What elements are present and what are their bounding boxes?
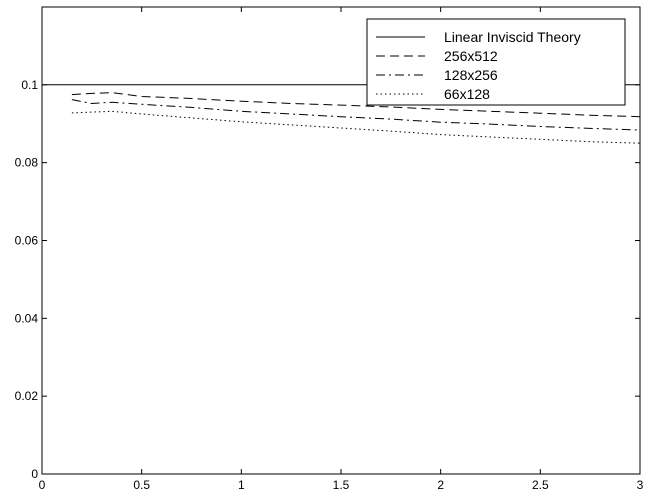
y-tick-label: 0.04 xyxy=(15,311,39,325)
y-tick-label: 0.1 xyxy=(21,78,38,92)
legend-label: Linear Inviscid Theory xyxy=(444,29,581,45)
y-tick-label: 0 xyxy=(31,467,38,481)
x-axis: 0 0.5 1 1.5 2 2.5 3 xyxy=(39,7,644,492)
y-tick-label: 0.08 xyxy=(15,156,39,170)
legend: Linear Inviscid Theory 256x512 128x256 66x1… xyxy=(366,18,626,106)
x-tick-label: 2 xyxy=(437,478,444,492)
legend-label: 128x256 xyxy=(444,67,498,83)
series-line-dashdot xyxy=(71,99,641,131)
x-tick-label: 1.5 xyxy=(333,478,350,492)
x-tick-label: 3 xyxy=(637,478,644,492)
y-tick-label: 0.06 xyxy=(15,234,39,248)
legend-label: 256x512 xyxy=(444,48,498,64)
series-line-dashed xyxy=(71,92,641,118)
x-tick-label: 0.5 xyxy=(133,478,150,492)
series-line-dotted xyxy=(71,110,641,144)
y-tick-label: 0.02 xyxy=(15,389,39,403)
legend-box xyxy=(366,18,626,106)
y-axis: 0 0.02 0.04 0.06 0.08 0.1 xyxy=(15,78,640,481)
x-tick-label: 1 xyxy=(238,478,245,492)
x-tick-label: 2.5 xyxy=(532,478,549,492)
x-tick-label: 0 xyxy=(39,478,46,492)
legend-label: 66x128 xyxy=(444,86,490,102)
